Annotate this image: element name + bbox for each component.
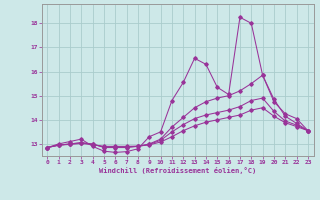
X-axis label: Windchill (Refroidissement éolien,°C): Windchill (Refroidissement éolien,°C) <box>99 167 256 174</box>
